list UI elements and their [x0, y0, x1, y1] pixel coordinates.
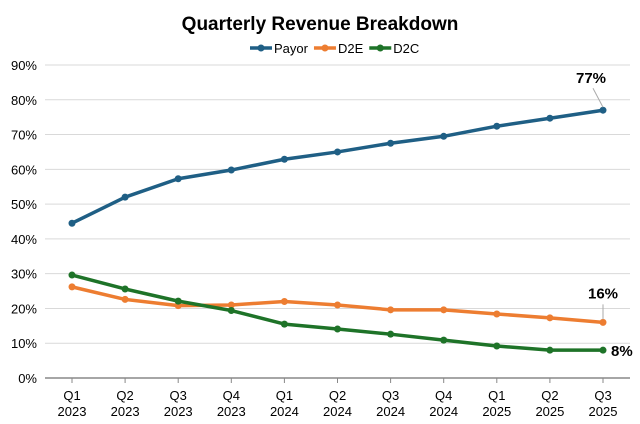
gridlines: [45, 64, 630, 344]
x-tick-label-year: 2025: [482, 404, 511, 419]
data-point-d2c: [121, 285, 129, 293]
x-tick-label-year: 2024: [376, 404, 405, 419]
x-tick-label-year: 2024: [323, 404, 352, 419]
x-tick-label-year: 2023: [58, 404, 87, 419]
series-line-payor: [71, 108, 604, 225]
y-tick-label: 80%: [11, 93, 37, 108]
data-point-d2e: [546, 314, 554, 322]
data-point-d2e: [121, 295, 129, 303]
legend-label-payor: Payor: [274, 41, 309, 56]
x-tick-label-year: 2024: [270, 404, 299, 419]
y-tick-label: 20%: [11, 301, 37, 316]
x-tick-label-quarter: Q2: [541, 388, 558, 403]
x-tick-label-year: 2025: [535, 404, 564, 419]
x-tick-label-quarter: Q2: [116, 388, 133, 403]
legend: Payor D2E D2C: [250, 41, 419, 56]
data-point-payor: [334, 148, 341, 156]
x-tick-label-year: 2025: [589, 404, 618, 419]
y-tick-label: 70%: [11, 128, 37, 143]
x-tick-label-year: 2023: [111, 404, 140, 419]
data-point-d2c: [68, 271, 76, 279]
legend-label-d2c: D2C: [393, 41, 419, 56]
data-point-d2c: [546, 346, 554, 354]
x-axis: Q12023Q22023Q32023Q42023Q12024Q22024Q320…: [45, 377, 630, 419]
data-point-d2c: [599, 346, 607, 354]
data-point-d2c: [334, 325, 341, 333]
data-point-payor: [68, 219, 76, 227]
y-tick-label: 30%: [11, 267, 37, 282]
chart-title: Quarterly Revenue Breakdown: [182, 14, 459, 35]
legend-marker-payor: [257, 44, 265, 52]
x-tick-label-year: 2024: [429, 404, 458, 419]
data-label-payor: 77%: [576, 70, 606, 87]
data-point-d2e: [68, 283, 76, 291]
data-label-d2e: 16%: [588, 285, 618, 302]
label-leader: [592, 87, 604, 108]
data-point-d2c: [440, 336, 448, 344]
data-point-d2e: [227, 301, 235, 309]
data-point-payor: [440, 132, 448, 140]
series-line-d2c: [71, 273, 603, 352]
data-label-d2c: 8%: [611, 343, 633, 360]
data-point-payor: [493, 122, 501, 130]
data-point-d2e: [599, 318, 607, 326]
x-tick-label-quarter: Q4: [435, 388, 452, 403]
data-point-d2c: [387, 330, 395, 338]
data-point-payor: [599, 106, 607, 114]
x-tick-label-quarter: Q1: [276, 388, 293, 403]
y-tick-label: 0%: [18, 371, 37, 386]
y-tick-label: 90%: [11, 58, 37, 73]
data-point-payor: [546, 114, 554, 122]
data-point-payor: [280, 155, 288, 163]
data-point-d2e: [493, 310, 501, 318]
data-point-payor: [174, 175, 182, 183]
x-tick-label-quarter: Q3: [170, 388, 187, 403]
legend-marker-d2e: [321, 44, 329, 52]
legend-marker-d2c: [376, 44, 384, 52]
data-point-payor: [387, 139, 395, 147]
x-tick-label-quarter: Q1: [63, 388, 80, 403]
x-tick-label-quarter: Q4: [223, 388, 240, 403]
y-tick-label: 40%: [11, 232, 37, 247]
x-tick-label-year: 2023: [164, 404, 193, 419]
x-tick-label-quarter: Q3: [594, 388, 611, 403]
data-point-d2c: [280, 320, 288, 328]
data-point-d2c: [493, 342, 501, 350]
data-point-payor: [227, 166, 235, 174]
x-tick-label-quarter: Q1: [488, 388, 505, 403]
x-tick-label-quarter: Q2: [329, 388, 346, 403]
y-tick-label: 10%: [11, 336, 37, 351]
data-point-d2c: [227, 307, 235, 315]
data-point-d2e: [334, 301, 341, 309]
x-tick-label-year: 2023: [217, 404, 246, 419]
legend-label-d2e: D2E: [338, 41, 364, 56]
data-point-d2e: [440, 306, 448, 314]
y-tick-label: 50%: [11, 197, 37, 212]
y-tick-label: 60%: [11, 162, 37, 177]
data-point-payor: [121, 193, 129, 201]
x-tick-label-quarter: Q3: [382, 388, 399, 403]
data-point-d2c: [174, 297, 182, 305]
y-axis: 0% 10% 20% 30% 40% 50% 60% 70% 80% 90%: [11, 58, 37, 386]
data-point-d2e: [280, 297, 288, 305]
data-point-d2e: [387, 306, 395, 314]
series-lines: 77% 16% 8%: [68, 70, 633, 360]
